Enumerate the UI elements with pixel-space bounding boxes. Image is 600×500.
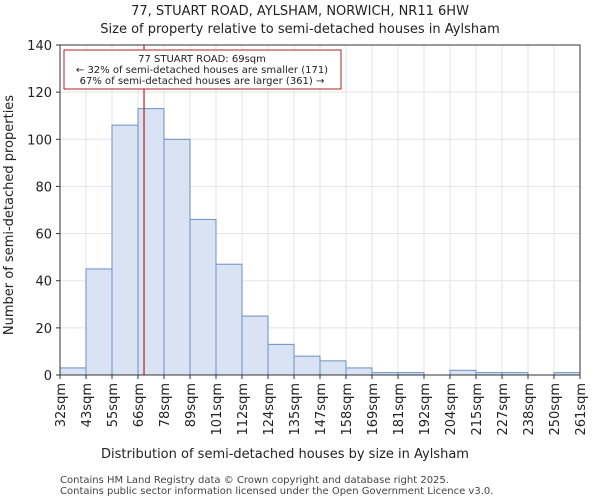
y-tick-label: 0 — [44, 369, 52, 384]
x-tick-label: 158sqm — [340, 383, 355, 436]
y-tick-label: 120 — [27, 86, 52, 101]
annotation-line-2: ← 32% of semi-detached houses are smalle… — [76, 65, 328, 76]
annotation-line-3: 67% of semi-detached houses are larger (… — [80, 76, 325, 87]
footer-line-1: Contains HM Land Registry data © Crown c… — [60, 475, 449, 486]
y-tick-label: 20 — [35, 322, 52, 337]
bar — [345, 367, 373, 376]
bar — [293, 355, 321, 376]
bar — [85, 268, 113, 376]
bar — [319, 360, 347, 376]
x-tick-label: 101sqm — [210, 383, 225, 436]
x-tick-label: 169sqm — [366, 383, 381, 436]
x-tick-label: 147sqm — [314, 383, 329, 436]
chart-title: 77, STUART ROAD, AYLSHAM, NORWICH, NR11 … — [131, 4, 469, 19]
x-tick-label: 215sqm — [470, 383, 485, 436]
bars — [59, 108, 581, 376]
y-tick-label: 140 — [27, 39, 52, 54]
x-tick-label: 89sqm — [184, 383, 199, 427]
x-axis-ticks: 32sqm 43sqm 55sqm 66sqm 78sqm 89sqm 101sqm 112s… — [54, 375, 589, 436]
bar — [267, 343, 295, 376]
bar — [163, 138, 191, 376]
x-tick-label: 261sqm — [574, 383, 589, 436]
x-tick-label: 43sqm — [80, 383, 95, 427]
x-tick-label: 32sqm — [54, 383, 69, 427]
x-tick-label: 55sqm — [106, 383, 121, 427]
footer-line-2: Contains public sector information licen… — [60, 486, 493, 497]
x-tick-label: 66sqm — [132, 383, 147, 427]
x-axis-label: Distribution of semi-detached houses by … — [101, 447, 469, 462]
bar — [189, 218, 217, 376]
x-tick-label: 181sqm — [392, 383, 407, 436]
x-tick-label: 250sqm — [548, 383, 563, 436]
y-axis-label: Number of semi-detached properties — [2, 95, 17, 335]
annotation-frame — [63, 49, 342, 90]
x-tick-label: 78sqm — [158, 383, 173, 427]
bar — [241, 315, 269, 376]
x-tick-label: 124sqm — [262, 383, 277, 436]
x-tick-label: 238sqm — [522, 383, 537, 436]
y-tick-label: 100 — [27, 133, 52, 148]
y-tick-label: 40 — [35, 275, 52, 290]
bar — [215, 263, 243, 376]
x-tick-label: 227sqm — [496, 383, 511, 436]
x-tick-label: 112sqm — [236, 383, 251, 436]
annotation-box: 77 STUART ROAD: 69sqm ← 32% of semi-deta… — [63, 49, 342, 90]
annotation-line-1: 77 STUART ROAD: 69sqm — [138, 54, 266, 65]
x-tick-label: 135sqm — [288, 383, 303, 436]
bar — [137, 108, 165, 376]
x-tick-label: 204sqm — [444, 383, 459, 436]
bar — [111, 124, 139, 376]
chart-subtitle: Size of property relative to semi-detach… — [100, 22, 499, 37]
y-tick-label: 60 — [35, 228, 52, 243]
bar — [59, 367, 87, 376]
x-tick-label: 192sqm — [418, 383, 433, 436]
y-axis-ticks: 0 20 40 60 80 100 120 140 — [27, 39, 60, 384]
y-tick-label: 80 — [35, 180, 52, 195]
bar — [449, 369, 477, 376]
